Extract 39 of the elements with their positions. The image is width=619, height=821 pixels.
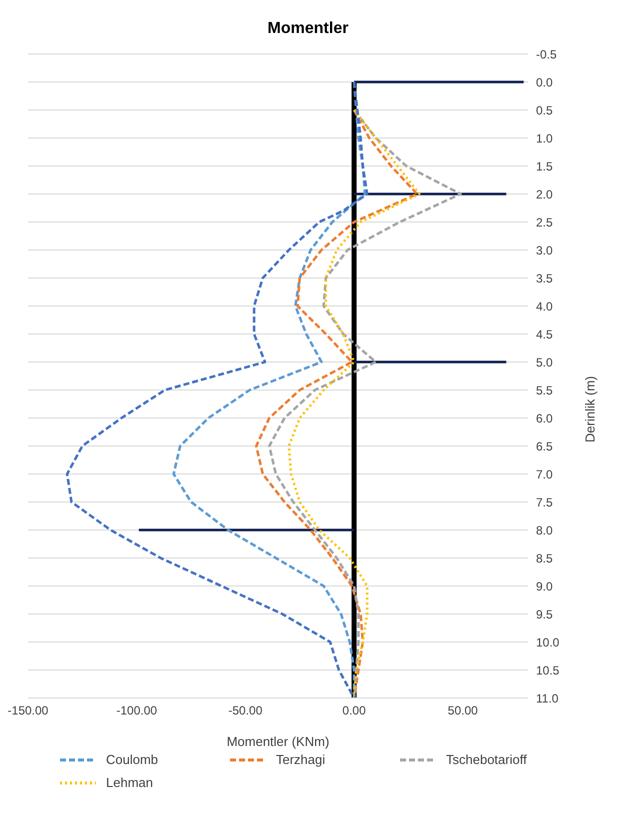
y-tick-label: 5.0 [536, 355, 554, 370]
y-tick-label: -0.5 [536, 47, 558, 62]
y-axis-title: Derinlik (m) [582, 376, 598, 442]
y-tick-label: 3.5 [536, 271, 554, 286]
x-tick-label: 50.00 [448, 704, 478, 718]
legend-label: Tschebotarioff [446, 752, 527, 767]
legend-label: Terzhagi [276, 752, 326, 767]
y-tick-label: 8.0 [536, 523, 554, 538]
y-tick-label: 9.0 [536, 579, 554, 594]
y-tick-label: 5.5 [536, 383, 554, 398]
y-tick-label: 10.5 [536, 663, 560, 678]
y-tick-label: 3.0 [536, 243, 554, 258]
x-tick-label: -50.00 [228, 704, 263, 718]
y-tick-label: 1.0 [536, 131, 554, 146]
y-tick-label: 8.5 [536, 551, 554, 566]
y-tick-label: 2.5 [536, 215, 554, 230]
y-tick-label: 4.0 [536, 299, 554, 314]
y-tick-label: 9.5 [536, 607, 554, 622]
y-tick-label: 11.0 [536, 691, 559, 706]
line-series [288, 108, 421, 698]
legend-label: Coulomb [106, 752, 158, 767]
x-tick-label: -100.00 [116, 704, 158, 718]
y-tick-label: 0.5 [536, 103, 554, 118]
x-tick-label: 0.00 [342, 704, 366, 718]
y-tick-label: 7.0 [536, 467, 554, 482]
legend-label: Lehman [106, 775, 153, 790]
line-series [66, 80, 368, 698]
x-axis-title: Momentler (KNm) [226, 734, 330, 749]
y-tick-label: 1.5 [536, 159, 554, 174]
y-tick-label: 0.0 [536, 75, 554, 90]
y-tick-label: 4.5 [536, 327, 554, 342]
line-series [268, 108, 462, 698]
y-tick-label: 6.5 [536, 439, 554, 454]
y-tick-label: 10.0 [536, 635, 560, 650]
x-tick-label: -150.00 [8, 704, 49, 718]
y-tick-label: 7.5 [536, 495, 554, 510]
chart-title: Momentler [266, 19, 350, 39]
y-tick-label: 6.0 [536, 411, 554, 426]
y-tick-label: 2.0 [536, 187, 554, 202]
